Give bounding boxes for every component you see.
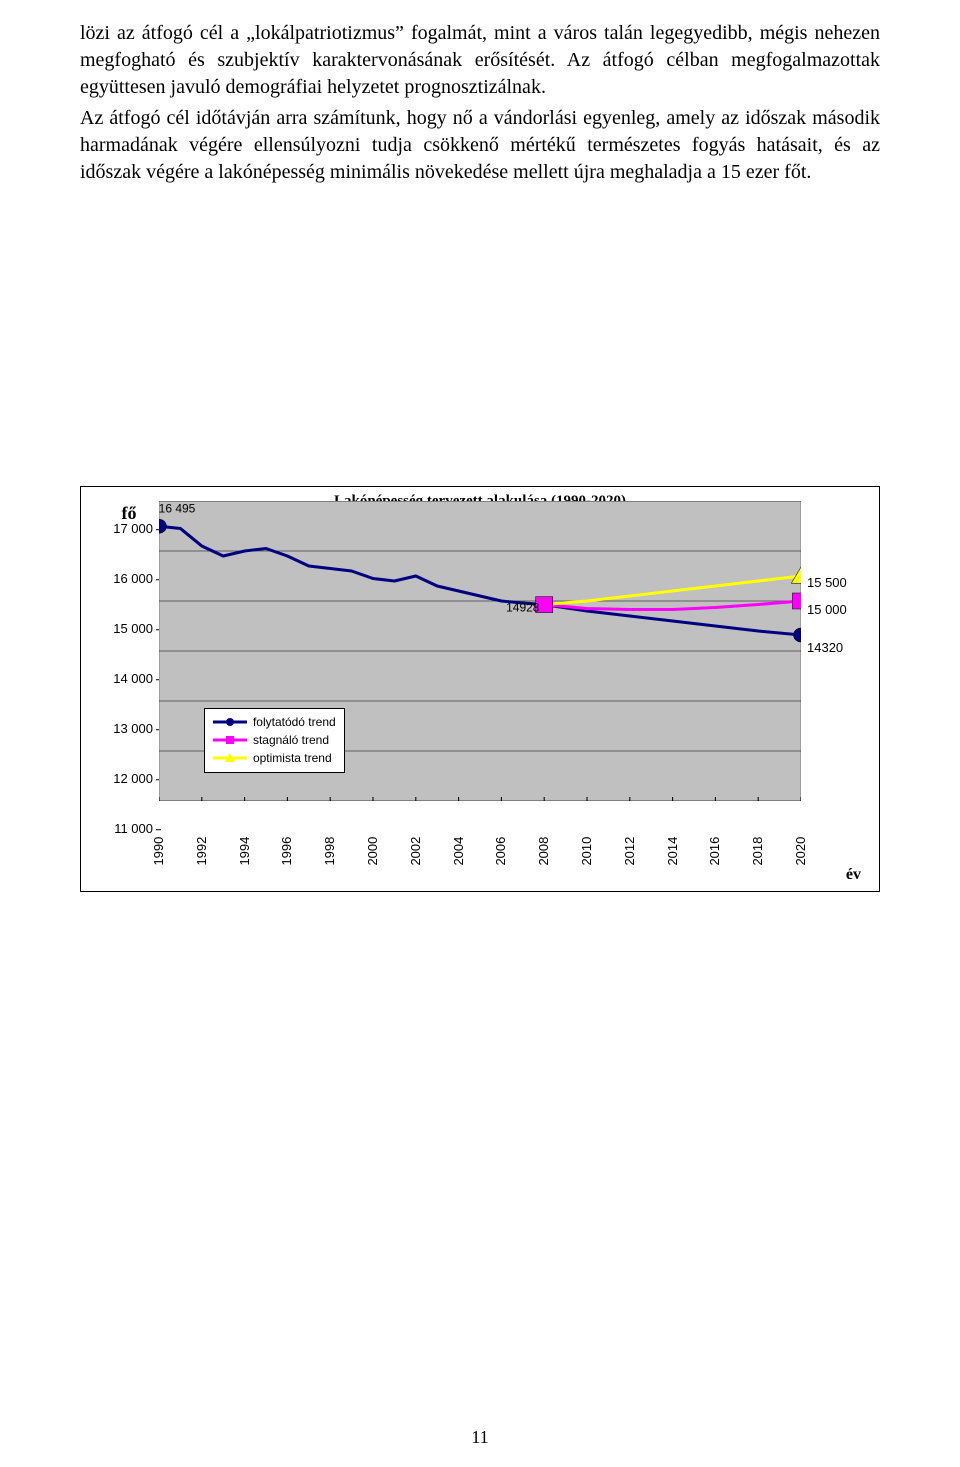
x-tick-label: 2016 [707, 836, 725, 865]
population-chart-container: fő 17 00016 00015 00014 00013 00012 0001… [80, 486, 880, 892]
x-tick-label: 2010 [578, 836, 596, 865]
x-tick-label: 2008 [535, 836, 553, 865]
x-axis: év 1990199219941996199820002002200420062… [159, 825, 801, 865]
x-tick-label: 2000 [364, 836, 382, 865]
x-tick-label: 1996 [279, 836, 297, 865]
paragraph-1: lözi az átfogó cél a „lokálpatriotizmus”… [80, 20, 880, 101]
x-tick-label: 1992 [193, 836, 211, 865]
x-tick-label: 1998 [321, 836, 339, 865]
y-tick-label: 13 000 [113, 721, 153, 739]
series-end-value: 14320 [807, 639, 843, 657]
series-end-value: 15 500 [807, 574, 847, 592]
plot-area: folytatódó trend stagnáló trend optimista … [159, 501, 801, 801]
document-page: lözi az átfogó cél a „lokálpatriotizmus”… [0, 0, 960, 1467]
page-number: 11 [0, 1425, 960, 1449]
x-tick-label: 1994 [236, 836, 254, 865]
legend-item: stagnáló trend [213, 731, 336, 749]
series-end-labels: 15 500 15 000 14320 [801, 501, 861, 829]
legend-item: optimista trend [213, 749, 336, 767]
y-tick-label: 17 000 [113, 521, 153, 539]
y-tick-label: 16 000 [113, 571, 153, 589]
data-point-label: 14928 [506, 599, 539, 615]
legend-label: folytatódó trend [253, 714, 336, 730]
y-tick-label: 15 000 [113, 621, 153, 639]
legend-label: optimista trend [253, 750, 332, 766]
x-tick-label: 2002 [407, 836, 425, 865]
x-tick-label: 2012 [621, 836, 639, 865]
legend-item: folytatódó trend [213, 713, 336, 731]
x-tick-label: 1990 [150, 836, 168, 865]
chart-legend: folytatódó trend stagnáló trend optimista … [204, 708, 345, 773]
x-tick-label: 2014 [664, 836, 682, 865]
x-tick-label: 2020 [792, 836, 810, 865]
y-axis: fő 17 00016 00015 00014 00013 00012 0001… [99, 501, 159, 829]
y-tick-label: 14 000 [113, 671, 153, 689]
legend-label: stagnáló trend [253, 732, 329, 748]
y-tick-label: 12 000 [113, 771, 153, 789]
x-tick-label: 2004 [450, 836, 468, 865]
series-end-value: 15 000 [807, 602, 847, 620]
x-axis-label: év [846, 864, 861, 886]
paragraph-2: Az átfogó cél időtávján arra számítunk, … [80, 105, 880, 186]
plot-area-wrapper: Lakónépesség tervezett alakulása (1990-2… [159, 501, 801, 829]
x-tick-label: 2018 [749, 836, 767, 865]
data-point-label: 16 495 [159, 501, 196, 517]
x-tick-label: 2006 [493, 836, 511, 865]
